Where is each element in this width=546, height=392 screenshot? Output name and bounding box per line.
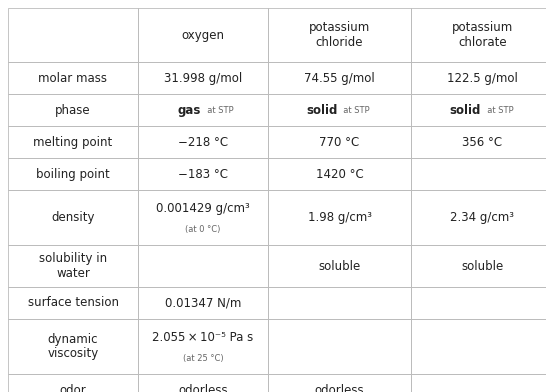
Text: (at 25 °C): (at 25 °C) — [183, 354, 223, 363]
Text: solid: solid — [306, 103, 337, 116]
Bar — [268, 8, 411, 62]
Bar — [8, 245, 138, 287]
Bar — [138, 287, 268, 319]
Bar — [411, 94, 546, 126]
Bar — [268, 62, 411, 94]
Bar — [138, 319, 268, 374]
Bar — [138, 374, 268, 392]
Bar — [8, 374, 138, 392]
Bar — [268, 287, 411, 319]
Bar — [411, 245, 546, 287]
Text: phase: phase — [55, 103, 91, 116]
Text: at STP: at STP — [339, 105, 370, 114]
Text: molar mass: molar mass — [39, 71, 108, 85]
Bar — [268, 158, 411, 190]
Bar — [268, 94, 411, 126]
Bar — [411, 158, 546, 190]
Bar — [8, 62, 138, 94]
Bar — [268, 374, 411, 392]
Text: solid: solid — [449, 103, 480, 116]
Bar — [8, 319, 138, 374]
Text: solubility in
water: solubility in water — [39, 252, 107, 280]
Text: 770 °C: 770 °C — [319, 136, 360, 149]
Text: boiling point: boiling point — [36, 167, 110, 180]
Bar — [138, 94, 268, 126]
Text: at STP: at STP — [202, 105, 234, 114]
Text: odor: odor — [60, 383, 86, 392]
Text: potassium
chloride: potassium chloride — [309, 21, 370, 49]
Bar — [8, 126, 138, 158]
Bar — [8, 8, 138, 62]
Bar — [8, 190, 138, 245]
Text: odorless: odorless — [178, 383, 228, 392]
Bar — [411, 190, 546, 245]
Text: 122.5 g/mol: 122.5 g/mol — [447, 71, 518, 85]
Text: melting point: melting point — [33, 136, 112, 149]
Text: at STP: at STP — [482, 105, 513, 114]
Text: 0.001429 g/cm³: 0.001429 g/cm³ — [156, 201, 250, 215]
Text: 356 °C: 356 °C — [462, 136, 502, 149]
Bar — [268, 190, 411, 245]
Bar — [268, 126, 411, 158]
Bar — [411, 374, 546, 392]
Bar — [411, 62, 546, 94]
Bar — [138, 62, 268, 94]
Text: soluble: soluble — [318, 260, 360, 272]
Text: (at 0 °C): (at 0 °C) — [185, 225, 221, 234]
Bar — [411, 319, 546, 374]
Bar — [8, 287, 138, 319]
Text: odorless: odorless — [314, 383, 364, 392]
Bar — [138, 158, 268, 190]
Text: oxygen: oxygen — [181, 29, 224, 42]
Text: soluble: soluble — [461, 260, 503, 272]
Text: gas: gas — [177, 103, 201, 116]
Bar — [138, 126, 268, 158]
Bar — [8, 158, 138, 190]
Text: 31.998 g/mol: 31.998 g/mol — [164, 71, 242, 85]
Bar — [411, 126, 546, 158]
Text: density: density — [51, 211, 95, 224]
Text: −183 °C: −183 °C — [178, 167, 228, 180]
Text: 2.34 g/cm³: 2.34 g/cm³ — [450, 211, 514, 224]
Text: 1.98 g/cm³: 1.98 g/cm³ — [307, 211, 371, 224]
Text: potassium
chlorate: potassium chlorate — [452, 21, 513, 49]
Bar — [411, 287, 546, 319]
Bar — [8, 94, 138, 126]
Text: 1420 °C: 1420 °C — [316, 167, 364, 180]
Text: surface tension: surface tension — [27, 296, 118, 310]
Bar — [268, 245, 411, 287]
Text: 0.01347 N/m: 0.01347 N/m — [165, 296, 241, 310]
Text: 2.055 × 10⁻⁵ Pa s: 2.055 × 10⁻⁵ Pa s — [152, 330, 254, 344]
Text: −218 °C: −218 °C — [178, 136, 228, 149]
Bar — [138, 190, 268, 245]
Text: dynamic
viscosity: dynamic viscosity — [48, 332, 99, 361]
Bar — [268, 319, 411, 374]
Bar — [138, 8, 268, 62]
Text: 74.55 g/mol: 74.55 g/mol — [304, 71, 375, 85]
Bar — [411, 8, 546, 62]
Bar — [138, 245, 268, 287]
